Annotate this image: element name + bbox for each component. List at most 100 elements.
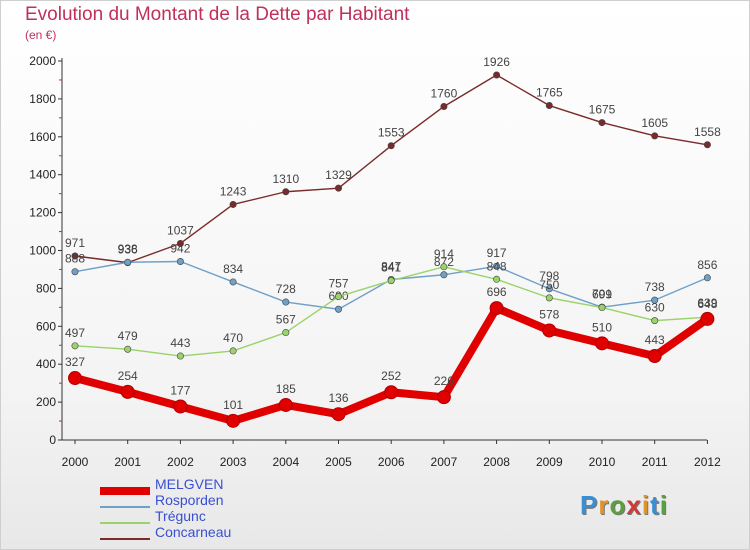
data-label-concarneau: 971 [65, 236, 85, 250]
legend-label: Rosporden [155, 492, 224, 508]
data-point-concarneau [334, 184, 342, 192]
data-label-tr-gunc: 648 [697, 297, 717, 311]
data-label-concarneau: 1675 [589, 103, 616, 117]
data-point-tr-gunc [71, 342, 79, 350]
x-tick-label: 2010 [589, 455, 616, 469]
data-label-tr-gunc: 567 [276, 313, 296, 327]
x-tick-label: 2004 [272, 455, 299, 469]
data-label-rosporden: 942 [170, 241, 190, 255]
data-label-rosporden: 738 [645, 280, 665, 294]
proxiti-logo: Proxiti [580, 490, 668, 520]
data-label-tr-gunc: 757 [328, 277, 348, 291]
data-label-rosporden: 888 [65, 252, 85, 266]
data-label-melgven: 136 [328, 391, 348, 405]
data-point-concarneau [176, 239, 184, 247]
data-point-concarneau [493, 71, 501, 79]
data-point-melgven [700, 311, 715, 326]
data-point-melgven [120, 384, 135, 399]
data-point-concarneau [545, 102, 553, 110]
data-label-tr-gunc: 699 [592, 288, 612, 302]
data-point-tr-gunc [493, 275, 501, 283]
data-label-concarneau: 1310 [272, 172, 299, 186]
y-tick-label: 1600 [29, 130, 56, 144]
data-label-rosporden: 834 [223, 262, 243, 276]
data-point-tr-gunc [176, 352, 184, 360]
data-point-rosporden [176, 257, 184, 265]
chart-unit-label: (en €) [25, 28, 57, 42]
series-line-melgven [71, 304, 712, 425]
y-tick-label: 1800 [29, 92, 56, 106]
data-label-rosporden: 728 [276, 282, 296, 296]
data-point-melgven [436, 390, 451, 405]
data-label-rosporden: 938 [118, 242, 138, 256]
y-tick-label: 800 [36, 281, 56, 295]
legend-label: MELGVEN [155, 476, 224, 492]
data-label-melgven: 185 [276, 382, 296, 396]
data-point-tr-gunc [651, 317, 659, 325]
data-point-concarneau [440, 102, 448, 110]
data-label-concarneau: 1243 [220, 184, 247, 198]
data-label-rosporden: 917 [487, 246, 507, 260]
data-label-concarneau: 1765 [536, 86, 563, 100]
data-point-rosporden [229, 278, 237, 286]
x-tick-label: 2011 [642, 455, 668, 469]
data-point-concarneau [387, 142, 395, 150]
data-label-tr-gunc: 630 [645, 301, 665, 315]
data-point-tr-gunc [229, 347, 237, 355]
data-label-tr-gunc: 470 [223, 331, 243, 345]
data-label-tr-gunc: 841 [381, 261, 401, 275]
data-point-melgven [542, 323, 557, 338]
data-point-concarneau [282, 188, 290, 196]
data-point-rosporden [440, 271, 448, 279]
data-point-concarneau [229, 200, 237, 208]
x-tick-label: 2008 [483, 455, 510, 469]
data-label-rosporden: 798 [539, 269, 559, 283]
x-tick-label: 2001 [114, 455, 141, 469]
data-label-concarneau: 936 [118, 243, 138, 257]
data-point-rosporden [545, 285, 553, 293]
data-label-tr-gunc: 479 [118, 329, 138, 343]
legend-swatch [100, 487, 150, 495]
data-point-melgven [226, 413, 241, 428]
data-label-concarneau: 1926 [483, 55, 510, 69]
chart-title: Evolution du Montant de la Dette par Hab… [25, 4, 410, 25]
x-tick-label: 2005 [325, 455, 352, 469]
data-label-tr-gunc: 443 [170, 336, 190, 350]
data-point-melgven [278, 397, 293, 412]
data-point-tr-gunc [282, 329, 290, 337]
data-label-melgven: 510 [592, 320, 612, 334]
data-label-rosporden: 872 [434, 255, 454, 269]
data-label-tr-gunc: 848 [487, 259, 507, 273]
y-tick-label: 600 [36, 319, 56, 333]
data-point-concarneau [71, 252, 79, 260]
y-tick-label: 0 [49, 433, 56, 447]
data-point-concarneau [703, 141, 711, 149]
legend-label: Trégunc [155, 508, 206, 524]
legend-swatch [100, 522, 150, 524]
data-point-tr-gunc [334, 293, 342, 301]
data-point-concarneau [651, 132, 659, 140]
data-point-melgven [173, 399, 188, 414]
y-tick-label: 1000 [29, 244, 56, 258]
data-point-tr-gunc [387, 277, 395, 285]
data-point-rosporden [651, 296, 659, 304]
data-label-concarneau: 1329 [325, 168, 352, 182]
data-point-melgven [68, 371, 82, 386]
data-point-melgven [489, 301, 504, 316]
data-label-concarneau: 1605 [641, 116, 668, 130]
data-point-rosporden [334, 305, 342, 313]
data-label-melgven: 639 [697, 296, 717, 310]
data-point-rosporden [282, 298, 290, 306]
x-tick-label: 2007 [431, 455, 458, 469]
legend-label: Concarneau [155, 524, 232, 540]
x-tick-label: 2012 [694, 455, 721, 469]
data-label-melgven: 578 [539, 307, 559, 321]
data-label-rosporden: 856 [697, 258, 717, 272]
data-point-melgven [331, 407, 346, 422]
data-label-rosporden: 847 [381, 259, 401, 273]
data-point-tr-gunc [598, 304, 606, 312]
data-label-melgven: 696 [487, 285, 507, 299]
x-tick-label: 2002 [167, 455, 194, 469]
data-label-concarneau: 1558 [694, 125, 721, 139]
data-label-tr-gunc: 914 [434, 247, 454, 261]
